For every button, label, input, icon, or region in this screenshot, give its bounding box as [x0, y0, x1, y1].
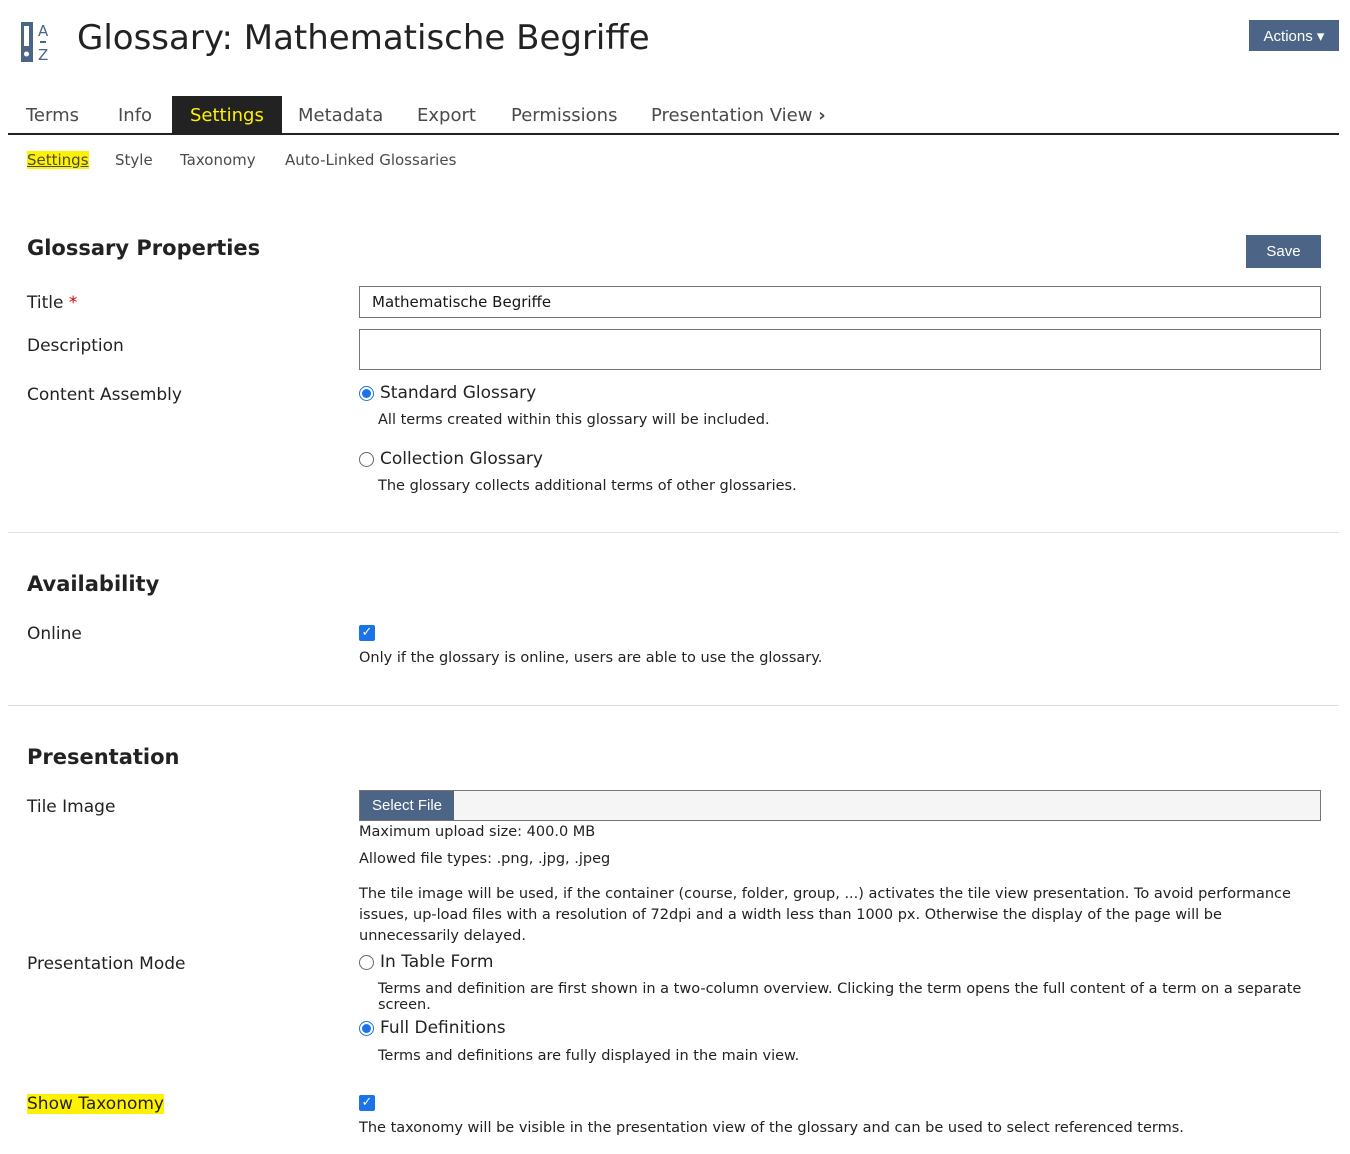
table-form-label: In Table Form [380, 952, 494, 972]
title-input[interactable]: Mathematische Begriffe [359, 286, 1321, 318]
tab-terms[interactable]: Terms [26, 105, 80, 126]
tab-metadata[interactable]: Metadata [298, 105, 384, 126]
collection-glossary-desc: The glossary collects additional terms o… [378, 478, 797, 494]
table-form-desc: Terms and definition are first shown in … [378, 981, 1302, 1013]
description-textarea[interactable] [359, 329, 1321, 370]
chevron-right-icon: › [818, 105, 826, 126]
radio-selected-icon [359, 385, 374, 401]
svg-text:A: A [38, 22, 49, 40]
standard-glossary-desc: All terms created within this glossary w… [378, 412, 770, 428]
subtab-settings-label: Settings [27, 151, 89, 169]
divider [8, 705, 1339, 706]
description-label: Description [27, 336, 124, 356]
radio-unselected-icon [359, 451, 374, 467]
content-assembly-label: Content Assembly [27, 385, 182, 405]
subtab-auto-linked-glossaries[interactable]: Auto-Linked Glossaries [285, 151, 457, 169]
required-mark: * [68, 293, 78, 313]
table-form-radio[interactable]: In Table Form [359, 952, 493, 972]
subtab-taxonomy[interactable]: Taxonomy [180, 151, 256, 169]
actions-dropdown-button[interactable]: Actions ▾ [1249, 20, 1339, 51]
section-heading-properties: Glossary Properties [27, 236, 261, 260]
tab-presentation-view-label: Presentation View [651, 105, 813, 126]
file-upload-field[interactable]: Select File [359, 790, 1321, 821]
collection-glossary-radio[interactable]: Collection Glossary [359, 449, 543, 469]
page-title: Glossary: Mathematische Begriffe [77, 18, 650, 58]
tab-permissions[interactable]: Permissions [511, 105, 618, 126]
title-label-text: Title [27, 293, 64, 313]
tab-bar: Terms Info Settings Metadata Export Perm… [8, 96, 1339, 135]
subtab-settings[interactable]: Settings [27, 151, 89, 169]
tab-settings[interactable]: Settings [172, 96, 282, 133]
max-upload-size: Maximum upload size: 400.0 MB [359, 824, 596, 840]
section-heading-presentation: Presentation [27, 745, 180, 769]
divider [8, 532, 1339, 533]
full-definitions-radio[interactable]: Full Definitions [359, 1018, 506, 1038]
online-checkbox[interactable]: ✓ [359, 625, 375, 641]
title-label: Title * [27, 293, 77, 313]
tab-export[interactable]: Export [417, 105, 476, 126]
show-taxonomy-desc: The taxonomy will be visible in the pres… [359, 1120, 1184, 1136]
full-definitions-label: Full Definitions [380, 1018, 506, 1038]
standard-glossary-label: Standard Glossary [380, 383, 537, 403]
online-desc: Only if the glossary is online, users ar… [359, 650, 823, 666]
collection-glossary-label: Collection Glossary [380, 449, 543, 469]
select-file-button[interactable]: Select File [360, 791, 455, 820]
allowed-file-types: Allowed file types: .png, .jpg, .jpeg [359, 851, 611, 867]
show-taxonomy-label: Show Taxonomy [27, 1094, 164, 1114]
show-taxonomy-checkbox[interactable]: ✓ [359, 1095, 375, 1111]
svg-text:Z: Z [38, 46, 48, 64]
save-button[interactable]: Save [1246, 235, 1321, 268]
standard-glossary-radio[interactable]: Standard Glossary [359, 383, 536, 403]
section-heading-availability: Availability [27, 572, 160, 596]
tab-settings-label: Settings [190, 105, 264, 126]
tile-image-label: Tile Image [27, 797, 116, 817]
full-definitions-desc: Terms and definitions are fully displaye… [378, 1048, 800, 1064]
radio-selected-icon [359, 1020, 374, 1036]
tile-image-info: The tile image will be used, if the cont… [359, 886, 1291, 944]
glossary-az-icon: AZ [21, 22, 49, 64]
tab-presentation-view[interactable]: Presentation View › [651, 96, 826, 133]
online-label: Online [27, 624, 82, 644]
subtab-style[interactable]: Style [115, 151, 153, 169]
radio-unselected-icon [359, 954, 374, 970]
tab-info[interactable]: Info [118, 105, 153, 126]
presentation-mode-label: Presentation Mode [27, 954, 186, 974]
